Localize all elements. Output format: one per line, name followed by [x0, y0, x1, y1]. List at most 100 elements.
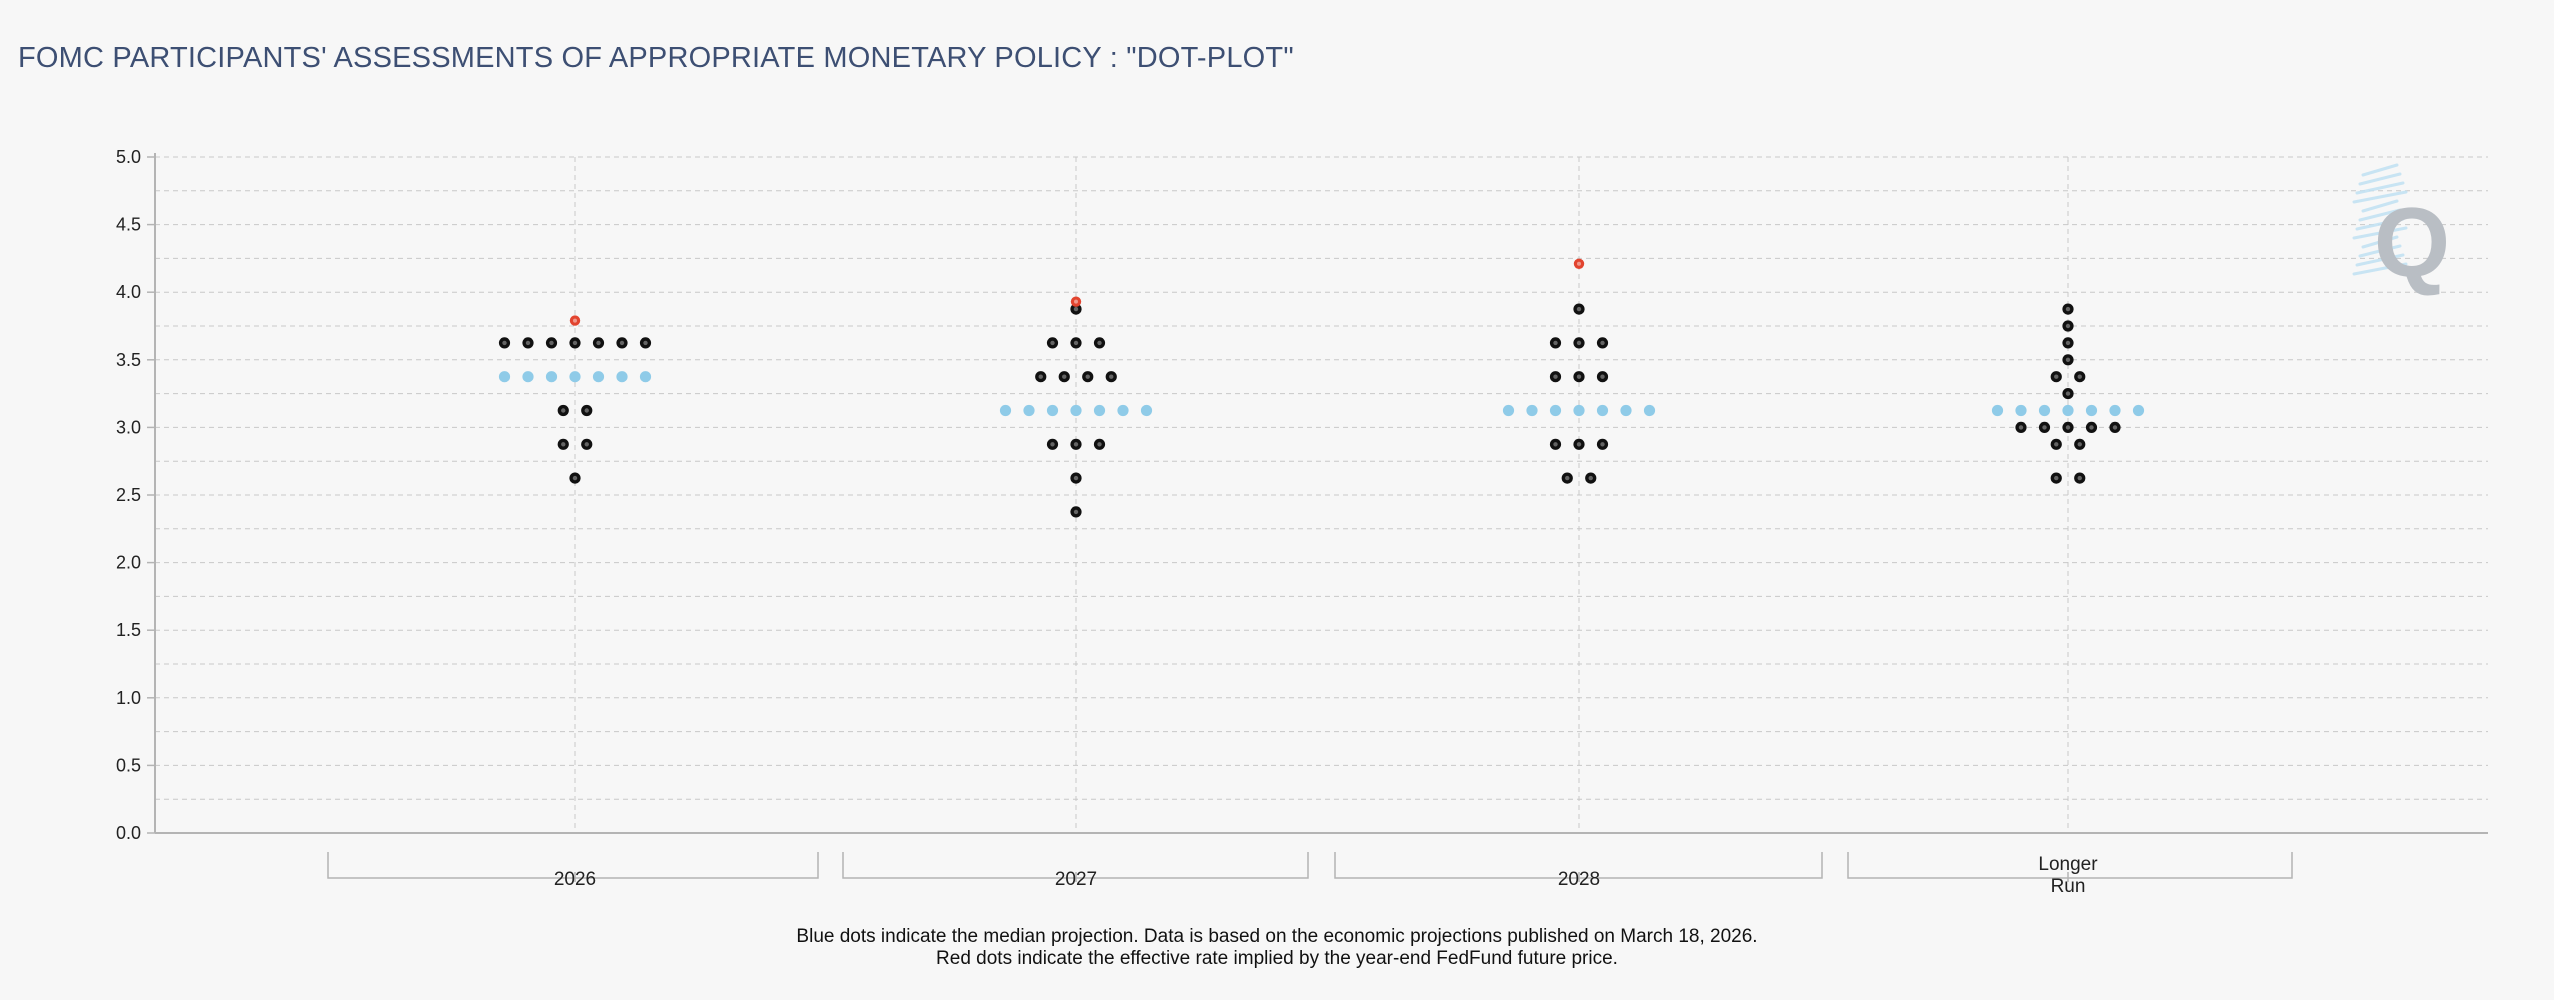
participant-dot [1549, 438, 1562, 450]
participant-dot-highlight [584, 408, 589, 413]
participant-dot [2050, 472, 2062, 484]
participant-dot-highlight [2065, 391, 2071, 396]
implied-rate-dot-highlight [1577, 261, 1581, 266]
participant-dot-highlight [1588, 475, 1593, 481]
participant-dot [1070, 303, 1082, 315]
implied-rate-dot [1573, 258, 1585, 270]
grid-layer [155, 156, 2488, 834]
median-dot [1046, 404, 1059, 417]
logo-stripes [2352, 163, 2408, 276]
participant-dot [2062, 320, 2074, 332]
participant-dot [1561, 472, 1573, 484]
participant-dot-highlight [1576, 442, 1582, 447]
participant-dot [2062, 354, 2074, 366]
y-tick-label: 4.0 [116, 282, 141, 302]
participant-dot [1058, 371, 1070, 383]
participant-dot [2062, 388, 2074, 400]
participant-dot-highlight [561, 408, 566, 413]
y-tick-label: 5.0 [116, 147, 141, 167]
median-dot [2085, 404, 2098, 417]
participant-dot-highlight [2065, 357, 2071, 362]
logo-stripe [2358, 244, 2402, 258]
logo-stripe [2355, 217, 2405, 231]
y-tick-label: 4.5 [116, 215, 141, 235]
participant-dot [569, 337, 581, 349]
participant-dot [2015, 421, 2027, 433]
logo-stripe [2355, 181, 2405, 195]
participant-dot-highlight [2065, 340, 2071, 346]
participant-dot-highlight [561, 442, 566, 447]
participant-dot-highlight [1085, 374, 1090, 379]
participant-dot [616, 337, 628, 349]
participant-dot-highlight [1600, 374, 1605, 379]
logo-stripe [2352, 262, 2408, 276]
participant-dot [1573, 303, 1585, 315]
participant-dot-highlight [2077, 475, 2082, 481]
median-dot [639, 371, 652, 383]
y-tick-label: 1.5 [116, 620, 141, 640]
participant-dot-highlight [572, 340, 578, 346]
footnote: Blue dots indicate the median projection… [0, 926, 2554, 970]
category-label: Longer [2038, 854, 2098, 875]
y-tick-label: 1.0 [116, 688, 141, 708]
y-tick-label: 0.5 [116, 755, 141, 775]
participant-dot [1070, 506, 1082, 518]
logo-stripe [2361, 235, 2399, 249]
participant-dot [2074, 472, 2086, 484]
participant-dot [1046, 337, 1059, 349]
y-tick-label: 2.5 [116, 485, 141, 505]
implied-rate-dot [569, 315, 581, 326]
median-dot [1526, 404, 1538, 417]
category-label: 2028 [1558, 869, 1600, 890]
participant-dot-highlight [1073, 509, 1079, 515]
median-dot [1140, 404, 1153, 417]
participant-dot-highlight [619, 340, 625, 346]
participant-dot-highlight [2089, 425, 2094, 430]
logo-stripe [2361, 163, 2399, 177]
median-dot [2109, 404, 2121, 417]
participant-dot-highlight [1073, 340, 1079, 346]
participant-dot-highlight [1050, 340, 1055, 346]
median-dot [1573, 404, 1585, 417]
median-dot [1596, 404, 1609, 417]
participant-dot-highlight [1600, 340, 1605, 346]
participant-dot [498, 337, 511, 349]
participant-dot [1070, 337, 1082, 349]
median-dot [2038, 404, 2051, 417]
median-dot [1093, 404, 1106, 417]
participant-dot [557, 404, 569, 417]
category-bracket [1847, 852, 2293, 879]
participant-dot-highlight [2065, 323, 2071, 329]
participant-dot-highlight [1050, 442, 1055, 447]
median-dot [616, 371, 628, 383]
logo-stripe [2361, 199, 2399, 213]
participant-dot [592, 337, 605, 349]
median-dot [1991, 404, 2004, 417]
participant-dot [557, 438, 569, 450]
median-dot [1117, 404, 1129, 417]
participant-dot-highlight [584, 442, 589, 447]
participant-dot [569, 472, 581, 484]
participant-dot [2062, 421, 2074, 433]
median-dot [1502, 404, 1515, 417]
participant-dot-highlight [1576, 306, 1582, 312]
participant-dot [2050, 438, 2062, 450]
participant-dot [1549, 337, 1562, 349]
median-dot [569, 371, 581, 383]
participant-dot [1596, 438, 1609, 450]
participant-dot-highlight [1600, 442, 1605, 447]
chart-title: FOMC PARTICIPANTS' ASSESSMENTS OF APPROP… [18, 42, 1294, 74]
median-dot [2015, 404, 2027, 417]
participant-dot-highlight [1109, 374, 1114, 379]
participant-dot [1596, 371, 1609, 383]
category-label: 2027 [1055, 869, 1097, 890]
median-dot [1023, 404, 1035, 417]
participant-dot-highlight [1097, 340, 1102, 346]
participant-dot-highlight [2112, 425, 2118, 430]
category-bracket [327, 852, 819, 879]
participant-dot [1035, 371, 1047, 383]
participant-dot [545, 337, 558, 349]
logo-stripe [2355, 253, 2405, 267]
participant-dot [1070, 438, 1082, 450]
participant-dot-highlight [549, 340, 554, 346]
